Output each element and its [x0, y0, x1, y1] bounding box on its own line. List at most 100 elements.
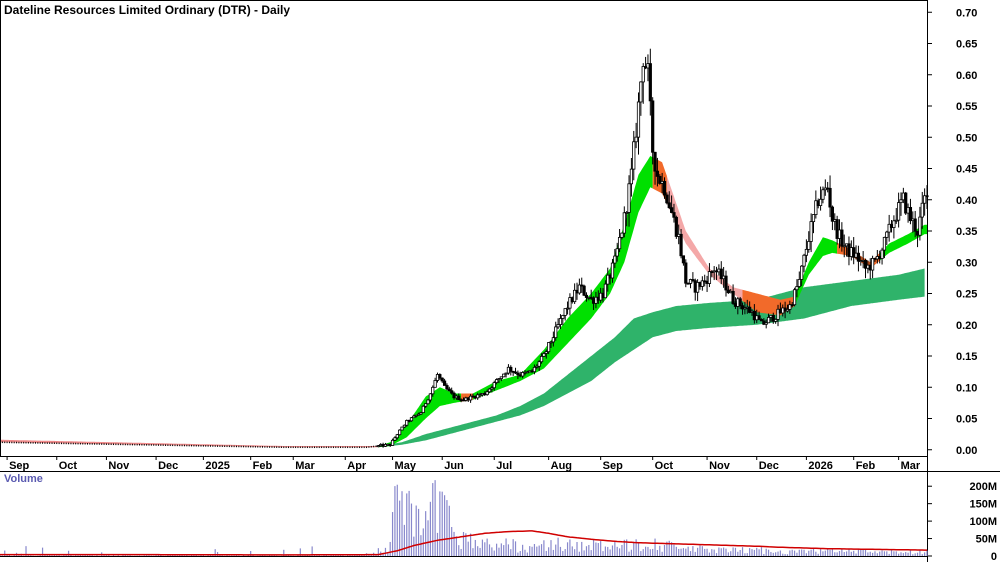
ribbon-layer: [0, 156, 927, 448]
y-tick-label: 0.70: [956, 7, 977, 19]
chart-title: Dateline Resources Limited Ordinary (DTR…: [4, 3, 290, 17]
candle: [792, 289, 797, 306]
x-tick-label: Oct: [59, 460, 78, 472]
candle: [894, 219, 898, 222]
candle: [629, 168, 634, 185]
candle: [447, 388, 451, 392]
candle: [887, 223, 891, 233]
candle: [740, 305, 745, 310]
x-tick-label: Mar: [901, 460, 921, 472]
candle: [738, 298, 742, 307]
candle: [885, 231, 889, 238]
volume-tick-label: 100M: [969, 516, 997, 528]
candle: [457, 395, 461, 401]
candle: [442, 380, 447, 386]
candle: [504, 372, 508, 375]
candle: [788, 304, 792, 310]
candle: [577, 284, 581, 294]
candle: [674, 216, 678, 237]
candle: [490, 387, 494, 390]
candle: [670, 207, 674, 213]
candle: [405, 420, 409, 426]
candle: [438, 374, 442, 379]
y-tick-label: 0.55: [956, 101, 977, 113]
candle: [376, 445, 380, 448]
candle: [724, 275, 728, 291]
candle: [774, 319, 778, 322]
candle: [662, 180, 667, 196]
x-tick-label: Jun: [444, 460, 464, 472]
candle-layer: [0, 48, 929, 449]
candle: [424, 403, 428, 407]
candle: [835, 219, 839, 239]
candle: [568, 297, 572, 309]
candle: [561, 315, 565, 319]
candle: [818, 198, 823, 206]
candle: [549, 341, 553, 344]
candle: [920, 202, 924, 218]
candle: [421, 405, 425, 413]
candle: [416, 413, 421, 416]
candle: [923, 195, 927, 204]
volume-title: Volume: [4, 473, 43, 485]
candle: [641, 66, 645, 83]
candle: [532, 366, 537, 373]
candle: [776, 308, 780, 320]
candle: [632, 141, 636, 170]
candle: [766, 317, 771, 324]
candle: [625, 212, 629, 214]
candle: [495, 379, 499, 383]
candle: [409, 417, 414, 422]
fast-ribbon-segment-3: [473, 156, 653, 400]
x-tick-label: Sep: [603, 460, 623, 472]
candle: [913, 218, 917, 232]
candle: [856, 252, 861, 262]
candle: [431, 386, 435, 395]
candle: [667, 202, 671, 209]
candle: [610, 262, 615, 279]
candle: [582, 285, 586, 296]
candle: [554, 326, 558, 339]
candle: [390, 439, 395, 446]
candle: [542, 353, 546, 357]
candle: [634, 136, 638, 143]
candle: [658, 176, 662, 184]
candle: [731, 290, 735, 304]
candle: [445, 385, 449, 390]
candle: [537, 361, 541, 367]
candle: [908, 207, 913, 222]
candle: [665, 194, 669, 204]
candle: [691, 279, 695, 282]
candle: [651, 100, 655, 153]
candle: [700, 280, 704, 287]
x-tick-label: Sep: [9, 460, 29, 472]
x-tick-label: Nov: [709, 460, 731, 472]
candle: [412, 415, 416, 419]
candle: [487, 388, 492, 393]
x-tick-label: Jul: [496, 460, 512, 472]
candle: [603, 283, 607, 299]
candle: [521, 372, 525, 377]
candle: [563, 308, 567, 316]
candle: [871, 257, 875, 271]
y-tick-label: 0.10: [956, 382, 977, 394]
candle: [513, 371, 518, 374]
candle: [785, 309, 790, 312]
candle: [681, 255, 686, 264]
candle: [544, 351, 548, 354]
candle: [904, 192, 908, 214]
candle: [613, 255, 617, 264]
candle: [719, 268, 723, 280]
candle: [639, 81, 643, 103]
volume-layer: [0, 480, 928, 556]
candle: [440, 377, 444, 382]
candle: [499, 376, 503, 380]
candle: [468, 395, 473, 401]
candle: [558, 318, 563, 325]
candle: [759, 319, 764, 322]
y-tick-label: 0.40: [956, 195, 977, 207]
candle: [502, 373, 506, 378]
